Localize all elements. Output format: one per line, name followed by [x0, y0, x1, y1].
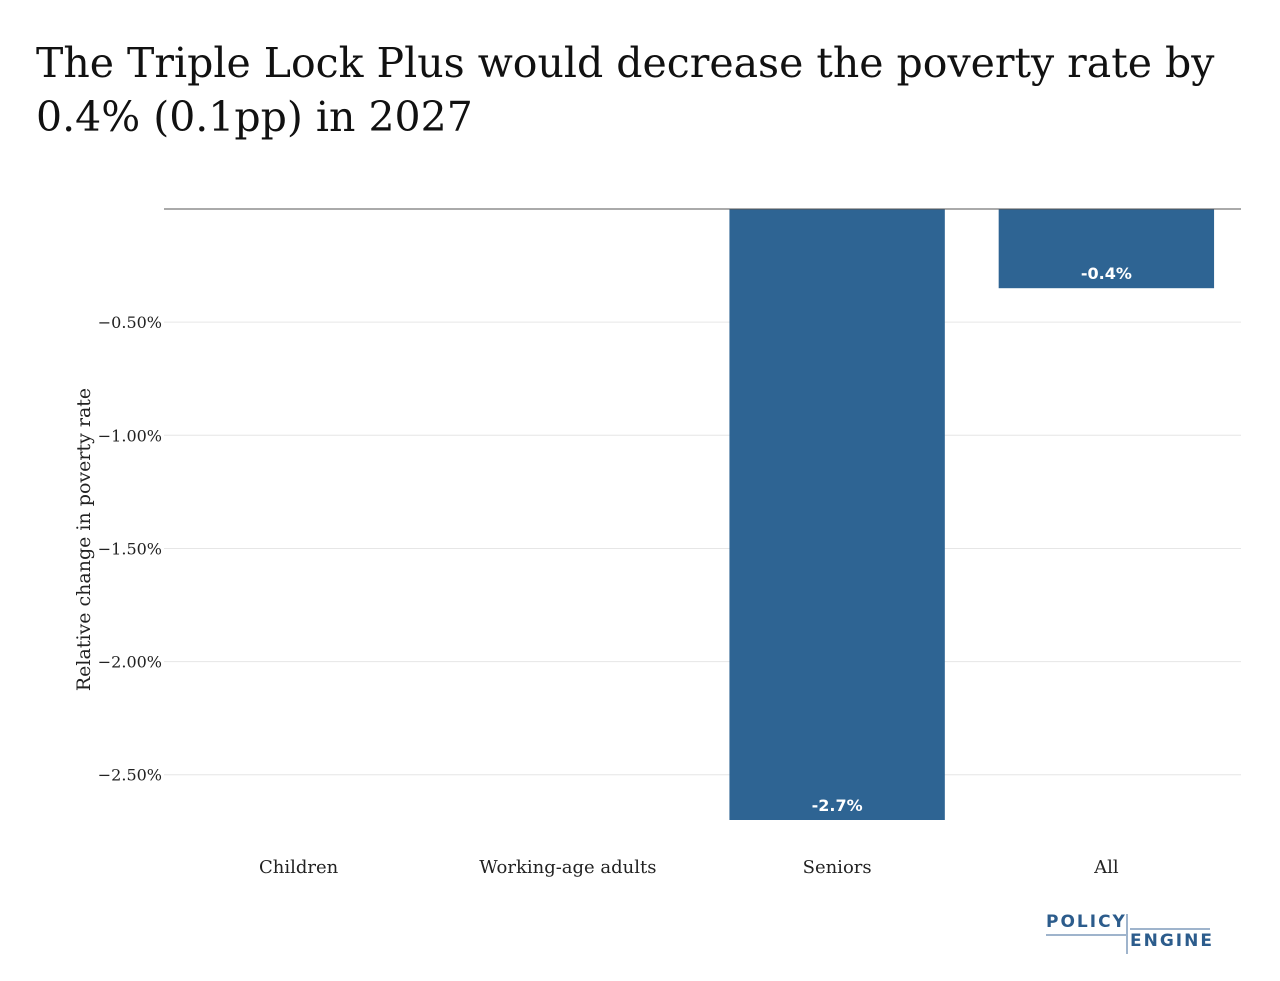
- y-tick-labels: −0.50% −1.00% −1.50% −2.00% −2.50%: [98, 313, 162, 785]
- y-tick-label: −1.00%: [98, 426, 162, 445]
- category-label: All: [1093, 857, 1119, 878]
- policyengine-logo: POLICY ENGINE: [1046, 912, 1216, 956]
- category-label: Seniors: [803, 857, 872, 878]
- logo-text-engine: ENGINE: [1130, 931, 1214, 951]
- data-label: -2.7%: [812, 796, 863, 815]
- y-tick-label: −2.00%: [98, 653, 162, 672]
- data-labels: -2.7% -0.4%: [812, 264, 1132, 815]
- data-label: -0.4%: [1081, 264, 1132, 283]
- bar: [729, 209, 945, 820]
- bar: [998, 209, 1215, 289]
- y-axis-label: Relative change in poverty rate: [73, 388, 95, 691]
- category-label: Working-age adults: [479, 857, 656, 878]
- gridlines: [164, 321, 1241, 776]
- chart-title: The Triple Lock Plus would decrease the …: [36, 39, 1215, 141]
- logo-text-policy: POLICY: [1046, 912, 1127, 932]
- y-tick-label: −0.50%: [98, 313, 162, 332]
- y-tick-label: −1.50%: [98, 539, 162, 558]
- category-label: Children: [259, 857, 339, 878]
- y-tick-label: −2.50%: [98, 766, 162, 785]
- category-labels: Children Working-age adults Seniors All: [259, 857, 1119, 878]
- bars: [729, 209, 1215, 820]
